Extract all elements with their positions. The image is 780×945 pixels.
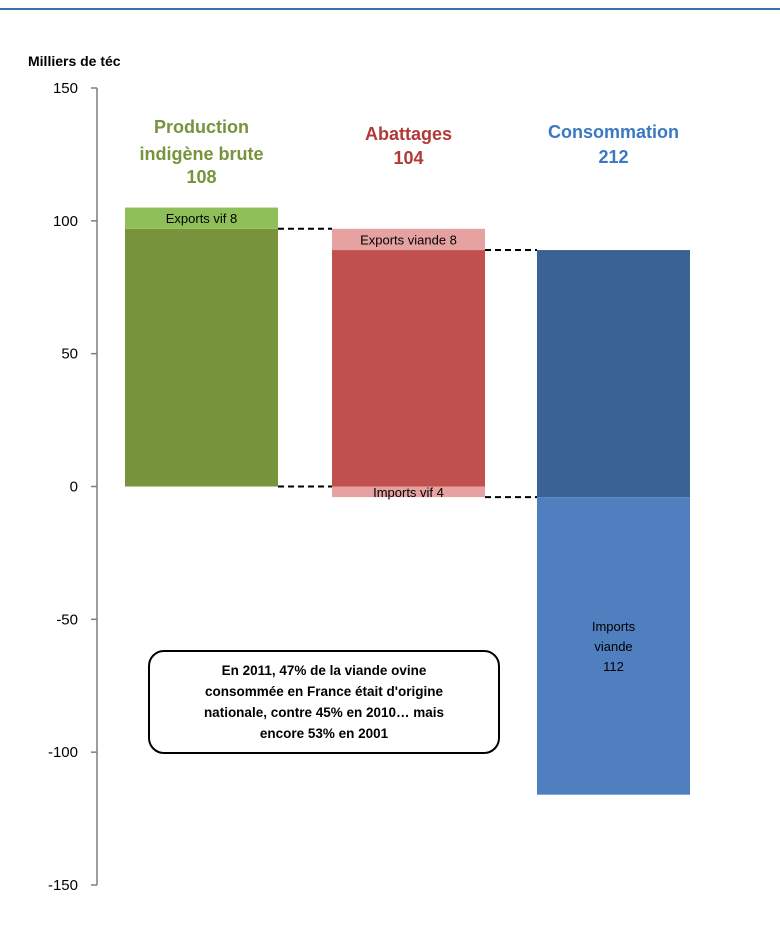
bar-segment [125,228,278,487]
callout-box: En 2011, 47% de la viande ovine consommé… [148,650,500,754]
callout-text: En 2011, 47% de la viande ovine consommé… [204,660,444,744]
column-title: 104 [393,148,423,168]
bar-segment [332,486,485,498]
bar-segment [537,497,690,795]
column-title: indigène brute [139,144,263,164]
y-tick-label: 100 [53,213,78,230]
y-tick-label: 150 [53,80,78,97]
callout-line: En 2011, 47% de la viande ovine [221,663,427,678]
column-title: 108 [186,167,216,187]
y-axis-label: Milliers de téc [28,53,121,69]
bar-segment-label: Imports vif 4 [373,485,444,500]
bar-segment [332,228,485,251]
top-rule [0,8,780,10]
column-title: Consommation [548,122,679,142]
callout-line: encore 53% en 2001 [259,726,389,741]
bar-segment-label: Exports vif 8 [166,211,238,226]
y-tick-label: -150 [48,877,78,894]
column-title: Abattages [365,124,452,144]
bar-segment [125,207,278,229]
y-tick-label: 0 [70,479,78,496]
bar-segment-label: Exports viande 8 [360,232,457,247]
y-tick-label: 50 [61,346,78,363]
callout-line: nationale, contre 45% en 2010… mais [203,705,445,720]
column-title: 212 [598,147,628,167]
y-tick-label: -50 [56,611,78,628]
callout-line: consommée en France était d'origine [204,684,443,699]
bar-segment [332,250,485,487]
bar-segment [537,250,690,498]
bar-segment-label: 112 [603,659,624,674]
bar-segment-label: Imports [592,619,636,634]
bar-segment-label: viande [594,639,632,654]
column-title: Production [154,117,249,137]
y-tick-label: -100 [48,744,78,761]
